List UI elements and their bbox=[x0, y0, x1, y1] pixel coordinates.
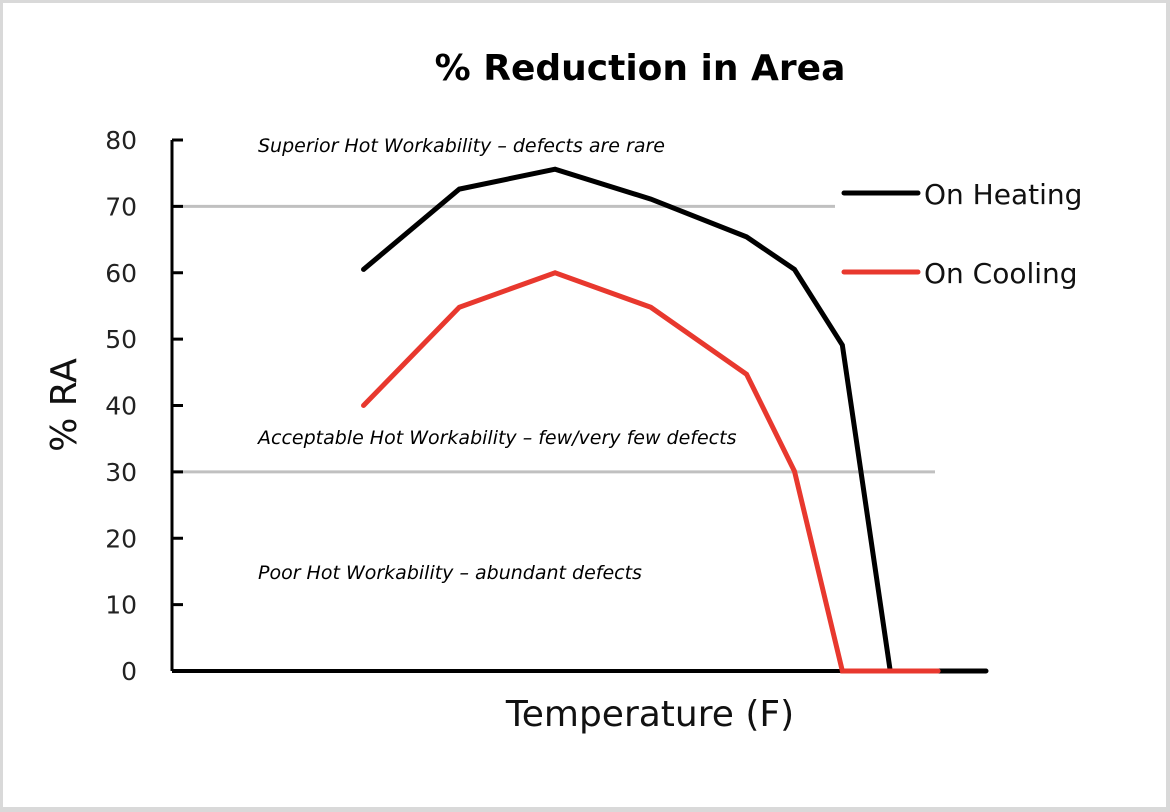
y-tick-label-0: 0 bbox=[121, 657, 137, 686]
chart-title: % Reduction in Area bbox=[435, 48, 846, 89]
y-tick-label-20: 20 bbox=[105, 524, 137, 553]
zone-annotation-1: Acceptable Hot Workability – few/very fe… bbox=[256, 427, 737, 449]
legend-item-on-cooling: On Cooling bbox=[841, 257, 1078, 290]
y-tick-label-60: 60 bbox=[105, 259, 137, 288]
zone-annotation-0: Superior Hot Workability – defects are r… bbox=[258, 135, 665, 157]
legend-label: On Cooling bbox=[924, 257, 1078, 290]
y-tick-label-30: 30 bbox=[105, 458, 137, 487]
y-tick-label-70: 70 bbox=[105, 192, 137, 221]
series-line-on-heating bbox=[361, 166, 989, 674]
reference-lines bbox=[172, 204, 935, 474]
series-lines bbox=[361, 166, 989, 674]
zone-annotations: Superior Hot Workability – defects are r… bbox=[256, 135, 737, 584]
legend: On Heating On Cooling bbox=[841, 178, 1082, 290]
axes bbox=[170, 138, 986, 673]
legend-label: On Heating bbox=[924, 178, 1082, 211]
legend-item-on-heating: On Heating bbox=[841, 178, 1082, 211]
x-axis-label: Temperature (F) bbox=[505, 694, 794, 735]
y-tick-label-50: 50 bbox=[105, 325, 137, 354]
y-tick-label-10: 10 bbox=[105, 591, 137, 620]
y-tick-label-40: 40 bbox=[105, 392, 137, 421]
y-tick-label-80: 80 bbox=[105, 126, 137, 155]
y-tick-labels: 0 10 20 30 40 50 60 70 80 bbox=[105, 126, 137, 686]
zone-annotation-2: Poor Hot Workability – abundant defects bbox=[258, 562, 642, 584]
y-axis-label: % RA bbox=[44, 358, 85, 452]
